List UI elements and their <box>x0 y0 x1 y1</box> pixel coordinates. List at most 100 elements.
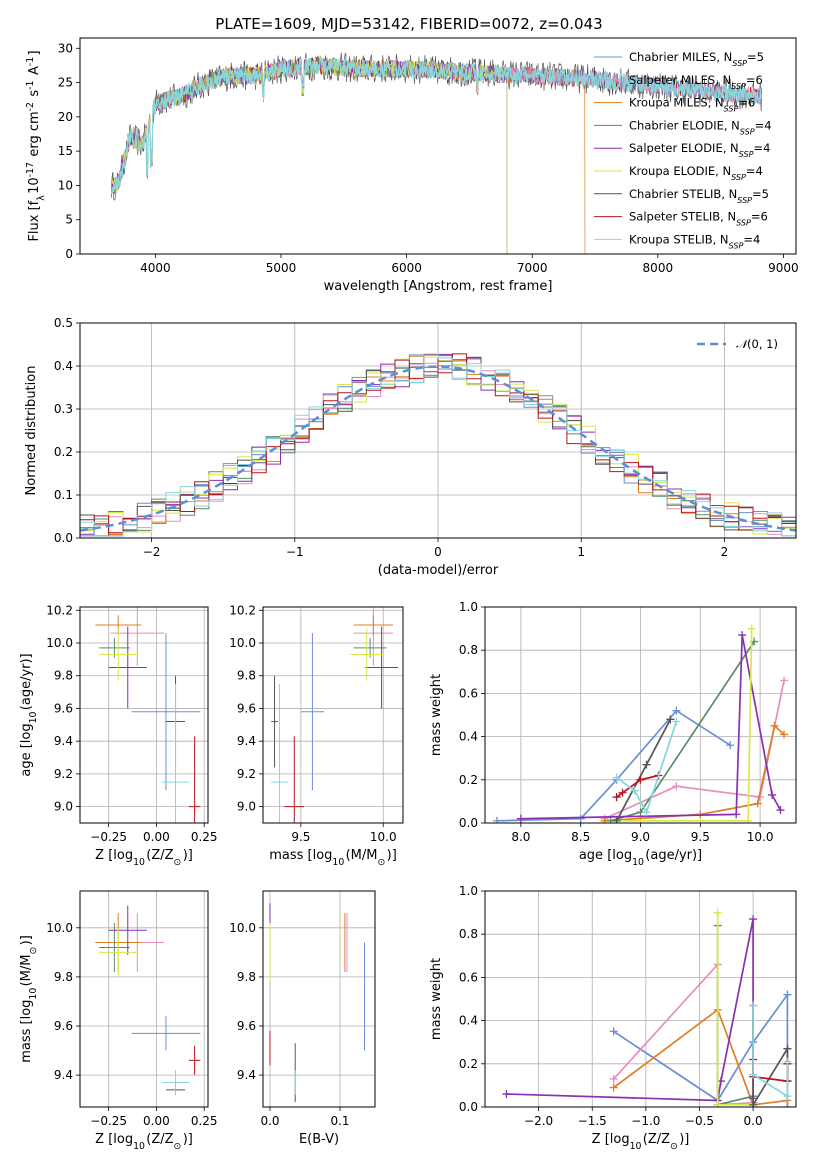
spectrum-line <box>111 56 508 254</box>
x-tick-label: −0.25 <box>90 1114 127 1128</box>
y-tick-label: 9.0 <box>237 800 256 814</box>
x-tick-label: 0.25 <box>191 1114 218 1128</box>
plot-area <box>110 52 763 254</box>
legend-entry: 𝒩(0, 1) <box>736 337 778 351</box>
y-tick-label: 25 <box>58 76 73 90</box>
axes-frame <box>262 606 404 824</box>
legend-entry: Salpeter ELODIE, NSSP=4 <box>629 141 770 159</box>
y-tick-label: 0.6 <box>459 970 478 984</box>
weight-line <box>716 925 754 1106</box>
y-tick-label: 10.0 <box>229 636 256 650</box>
y-tick-label: 0.4 <box>459 730 478 744</box>
x-axis-label: Z [log10 (Z/Z⊙ )] <box>95 1132 193 1152</box>
y-tick-label: 0.0 <box>459 1100 478 1114</box>
y-tick-label: 0 <box>65 247 73 261</box>
y-tick-label: 9.4 <box>237 734 256 748</box>
weight-marker <box>770 721 779 730</box>
y-tick-label: 9.6 <box>54 701 73 715</box>
x-tick-label: −1.5 <box>578 1114 607 1128</box>
axes-frame <box>262 890 376 1108</box>
y-tick-label: 0.1 <box>54 488 73 502</box>
y-axis-label: mass [log10 (M/M⊙ )] <box>19 935 39 1063</box>
y-tick-label: 9.8 <box>237 970 256 984</box>
x-tick-label: 10.0 <box>370 830 397 844</box>
panel-8: −2.0 −1.5 −1.0 −0.5 0.0 0.0 0.2 0.4 0.6 0.8 1.0 Z [… <box>429 884 797 1152</box>
x-tick-label: 2 <box>721 545 729 559</box>
legend-entry: Kroupa MILES, NSSP=6 <box>629 96 755 114</box>
x-tick-label: 0.1 <box>330 1114 349 1128</box>
x-axis-label: (data-model)/error <box>378 563 499 578</box>
x-tick-label: 9000 <box>768 261 799 275</box>
weight-marker <box>744 816 753 823</box>
y-tick-label: 9.6 <box>54 1019 73 1033</box>
weight-marker <box>609 1083 618 1092</box>
weight-line <box>752 1005 789 1098</box>
weight-marker <box>630 786 639 795</box>
weight-marker <box>726 741 735 750</box>
weight-marker <box>749 1070 758 1079</box>
y-tick-label: 9.8 <box>54 970 73 984</box>
y-tick-label: 9.4 <box>54 1068 73 1082</box>
legend-entry: Chabrier STELIB, NSSP=5 <box>629 187 769 205</box>
y-tick-label: 15 <box>58 144 73 158</box>
panel-5: 8.0 8.5 9.0 9.5 10.0 0.0 0.2 0.4 0.6 0.8 1.0 age [l… <box>429 600 797 868</box>
y-tick-label: 5 <box>65 213 73 227</box>
weight-marker <box>783 990 792 999</box>
x-axis-label: age [log10 (age/yr)] <box>579 848 702 868</box>
weight-marker <box>612 816 621 823</box>
weight-line <box>613 1008 788 1106</box>
y-tick-label: 9.2 <box>237 767 256 781</box>
y-tick-label: 9.4 <box>237 1068 256 1082</box>
x-tick-label: 6000 <box>391 261 422 275</box>
weight-marker <box>713 908 722 917</box>
y-axis-label: Normed distribution <box>24 366 39 496</box>
weight-marker <box>776 806 785 815</box>
x-tick-label: 9.0 <box>631 830 650 844</box>
plot-area <box>271 607 399 823</box>
weight-marker <box>780 730 789 739</box>
weight-line <box>616 774 659 798</box>
y-tick-label: 10 <box>58 178 73 192</box>
legend-entry: Salpeter MILES, NSSP=6 <box>629 73 763 91</box>
x-tick-label: 0.0 <box>260 1114 279 1128</box>
x-tick-label: 4000 <box>140 261 171 275</box>
plot-area <box>502 908 792 1107</box>
weight-marker <box>783 1057 792 1066</box>
y-tick-label: 10.2 <box>229 603 256 617</box>
weight-line <box>520 634 782 820</box>
y-tick-label: 0.2 <box>459 1057 478 1071</box>
y-tick-label: 0.3 <box>54 402 73 416</box>
plot-area <box>95 607 201 823</box>
weight-marker <box>738 631 747 640</box>
x-tick-label: −2 <box>143 545 161 559</box>
x-tick-label: 5000 <box>266 261 297 275</box>
panel-7: 0.0 0.1 9.4 9.6 9.8 10.0 E(B-V) <box>229 890 376 1147</box>
weight-marker <box>576 814 585 823</box>
legend-entry: Salpeter STELIB, NSSP=6 <box>629 210 768 228</box>
weight-marker <box>732 810 741 819</box>
legend-entry: Kroupa ELODIE, NSSP=4 <box>629 164 763 182</box>
y-tick-label: 9.6 <box>237 701 256 715</box>
legend-entry: Chabrier MILES, NSSP=5 <box>629 50 764 68</box>
weight-marker <box>492 816 501 823</box>
y-tick-label: 9.6 <box>237 1019 256 1033</box>
x-tick-label: 0 <box>434 545 442 559</box>
x-axis-label: Z [log10 (Z/Z⊙ )] <box>592 1132 690 1152</box>
weight-marker <box>749 1100 758 1107</box>
x-axis-label: wavelength [Angstrom, rest frame] <box>324 279 553 294</box>
weight-marker <box>713 1100 722 1107</box>
y-tick-label: 0.6 <box>459 686 478 700</box>
weight-marker <box>780 676 789 685</box>
weight-marker <box>642 808 651 817</box>
x-axis-label: Z [log10 (Z/Z⊙ )] <box>95 848 193 868</box>
x-axis-label: E(B-V) <box>299 1132 339 1147</box>
weight-marker <box>672 717 681 726</box>
y-tick-label: 0.0 <box>459 816 478 830</box>
panel-1: 4000 5000 6000 7000 8000 9000 0 5 10 15 20 25 30 wave… <box>25 37 799 294</box>
weight-marker <box>749 915 758 924</box>
spectrum-line <box>110 56 763 194</box>
weight-marker <box>672 782 681 791</box>
x-tick-label: −0.25 <box>90 830 127 844</box>
x-tick-label: 10.0 <box>747 830 774 844</box>
x-tick-label: 9.5 <box>291 830 310 844</box>
